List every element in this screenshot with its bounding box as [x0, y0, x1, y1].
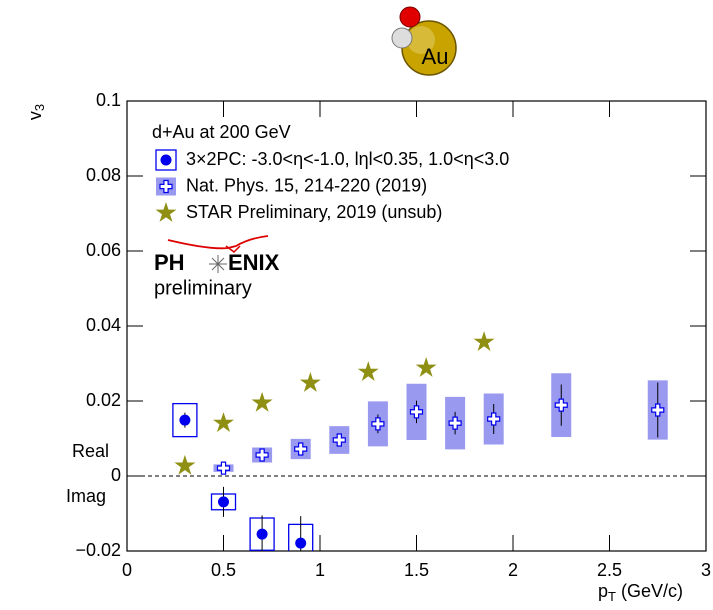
x-label-sub: T [608, 589, 616, 604]
x-axis-label: pT (GeV/c) [598, 581, 683, 605]
data-point [357, 361, 379, 381]
data-point [554, 398, 568, 412]
data-point [251, 391, 273, 412]
x-tick-label: 0.5 [211, 560, 236, 580]
legend-label: STAR Preliminary, 2019 (unsub) [186, 202, 442, 222]
logo-right: ENIX [228, 250, 280, 275]
data-point [487, 412, 501, 426]
legend-label: 3×2PC: -3.0<η<-1.0, lηl<0.35, 1.0<η<3.0 [186, 149, 509, 169]
icon-label: Au [422, 44, 449, 69]
x-label-base: p [598, 581, 608, 601]
data-point [218, 496, 229, 508]
data-point [294, 442, 308, 456]
data-point [213, 412, 234, 432]
legend-marker [159, 179, 173, 194]
x-label-unit: (GeV/c) [621, 581, 683, 601]
data-point [448, 416, 462, 430]
y-tick-label: 0.06 [86, 240, 121, 260]
y-axis-label: v3 [25, 104, 48, 120]
data-point [409, 405, 424, 419]
data-point [255, 448, 269, 462]
y-tick-label: 0 [111, 465, 121, 485]
data-point [179, 414, 191, 426]
y-tick-label: 0.08 [86, 165, 121, 185]
x-tick-label: 1 [315, 560, 325, 580]
y-tick-label: 0.04 [86, 315, 121, 335]
y-label-base: v [25, 111, 45, 120]
data-point [371, 417, 385, 431]
x-tick-label: 3 [701, 560, 711, 580]
y-tick-label: 0.02 [86, 390, 121, 410]
legend-title: d+Au at 200 GeV [152, 122, 291, 142]
legend-entry: 3×2PC: -3.0<η<-1.0, lηl<0.35, 1.0<η<3.0 [155, 149, 509, 171]
data-point [473, 331, 495, 351]
sys-box [172, 402, 198, 438]
y-tick-label: −0.02 [75, 540, 121, 560]
legend-marker [160, 154, 172, 166]
au-icon: Au [391, 6, 457, 76]
x-tick-label: 2.5 [597, 560, 622, 580]
data-point [174, 454, 196, 475]
data-point [651, 403, 665, 417]
y-tick-label: 0.1 [96, 90, 121, 110]
data-point [332, 433, 346, 447]
legend-marker [155, 202, 177, 222]
x-tick-label: 2 [508, 560, 518, 580]
data-point [299, 372, 321, 392]
legend-box [155, 149, 177, 171]
data-point [216, 461, 231, 475]
imag-label: Imag [66, 486, 106, 506]
legend-entry: STAR Preliminary, 2019 (unsub) [155, 202, 442, 222]
x-tick-label: 0 [122, 560, 132, 580]
plot-area [172, 331, 668, 551]
real-label: Real [72, 441, 109, 461]
data-point [415, 357, 437, 377]
logo-left: PH [154, 250, 185, 275]
legend-label: Nat. Phys. 15, 214-220 (2019) [186, 175, 427, 195]
data-point [295, 537, 307, 549]
logo-sub: preliminary [154, 277, 252, 299]
legend-entry: Nat. Phys. 15, 214-220 (2019) [156, 175, 427, 196]
x-tick-label: 1.5 [404, 560, 429, 580]
phenix-logo: PH ENIX preliminary [154, 235, 280, 299]
data-point [256, 528, 268, 540]
y-label-sub: 3 [32, 104, 47, 111]
